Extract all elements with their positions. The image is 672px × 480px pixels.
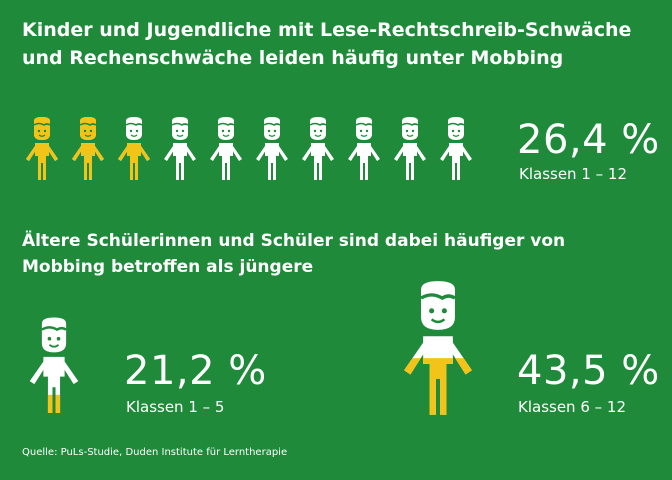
person-figure-2 xyxy=(72,117,104,180)
person-figure-6 xyxy=(256,117,288,180)
title-line-1: Kinder und Jugendliche mit Lese-Rechtsch… xyxy=(22,19,632,41)
person-figure-10 xyxy=(440,117,472,180)
subtitle-line-1: Ältere Schülerinnen und Schüler sind dab… xyxy=(22,231,566,251)
person-icon-10 xyxy=(436,116,476,182)
person-icon-4 xyxy=(160,116,200,182)
person-figure-3 xyxy=(118,117,150,180)
person-figure-8 xyxy=(348,117,380,180)
person-icon-9 xyxy=(390,116,430,182)
person-figure-9 xyxy=(394,117,426,180)
page-title: Kinder und Jugendliche mit Lese-Rechtsch… xyxy=(22,16,652,72)
title-line-2: und Rechenschwäche leiden häufig unter M… xyxy=(22,47,564,69)
value-label-all-grades: 26,4 % xyxy=(517,117,660,163)
subtitle-line-2: Mobbing betroffen als jüngere xyxy=(22,257,314,277)
person-icon-7 xyxy=(298,116,338,182)
sublabel-grades-6-12: Klassen 6 – 12 xyxy=(518,398,626,416)
person-figure-large xyxy=(404,281,472,415)
person-figure-5 xyxy=(210,117,242,180)
value-label-grades-1-5: 21,2 % xyxy=(124,348,267,394)
person-icon-2 xyxy=(68,116,108,182)
person-icon-6 xyxy=(252,116,292,182)
person-figure-7 xyxy=(302,117,334,180)
sublabel-grades-1-5: Klassen 1 – 5 xyxy=(126,398,225,416)
person-figure-small xyxy=(29,317,79,413)
person-icon-5 xyxy=(206,116,246,182)
person-icon-3 xyxy=(114,116,154,182)
person-figure-1 xyxy=(26,117,58,180)
value-label-grades-6-12: 43,5 % xyxy=(517,348,660,394)
pictogram-row-all-grades xyxy=(22,116,482,184)
source-note: Quelle: PuLs-Studie, Duden Institute für… xyxy=(22,447,288,458)
person-icon-1 xyxy=(22,116,62,182)
person-figure-4 xyxy=(164,117,196,180)
section-subtitle: Ältere Schülerinnen und Schüler sind dab… xyxy=(22,228,652,280)
person-icon-small xyxy=(22,316,86,416)
person-icon-8 xyxy=(344,116,384,182)
person-icon-large xyxy=(392,279,484,419)
sublabel-all-grades: Klassen 1 – 12 xyxy=(519,165,627,183)
